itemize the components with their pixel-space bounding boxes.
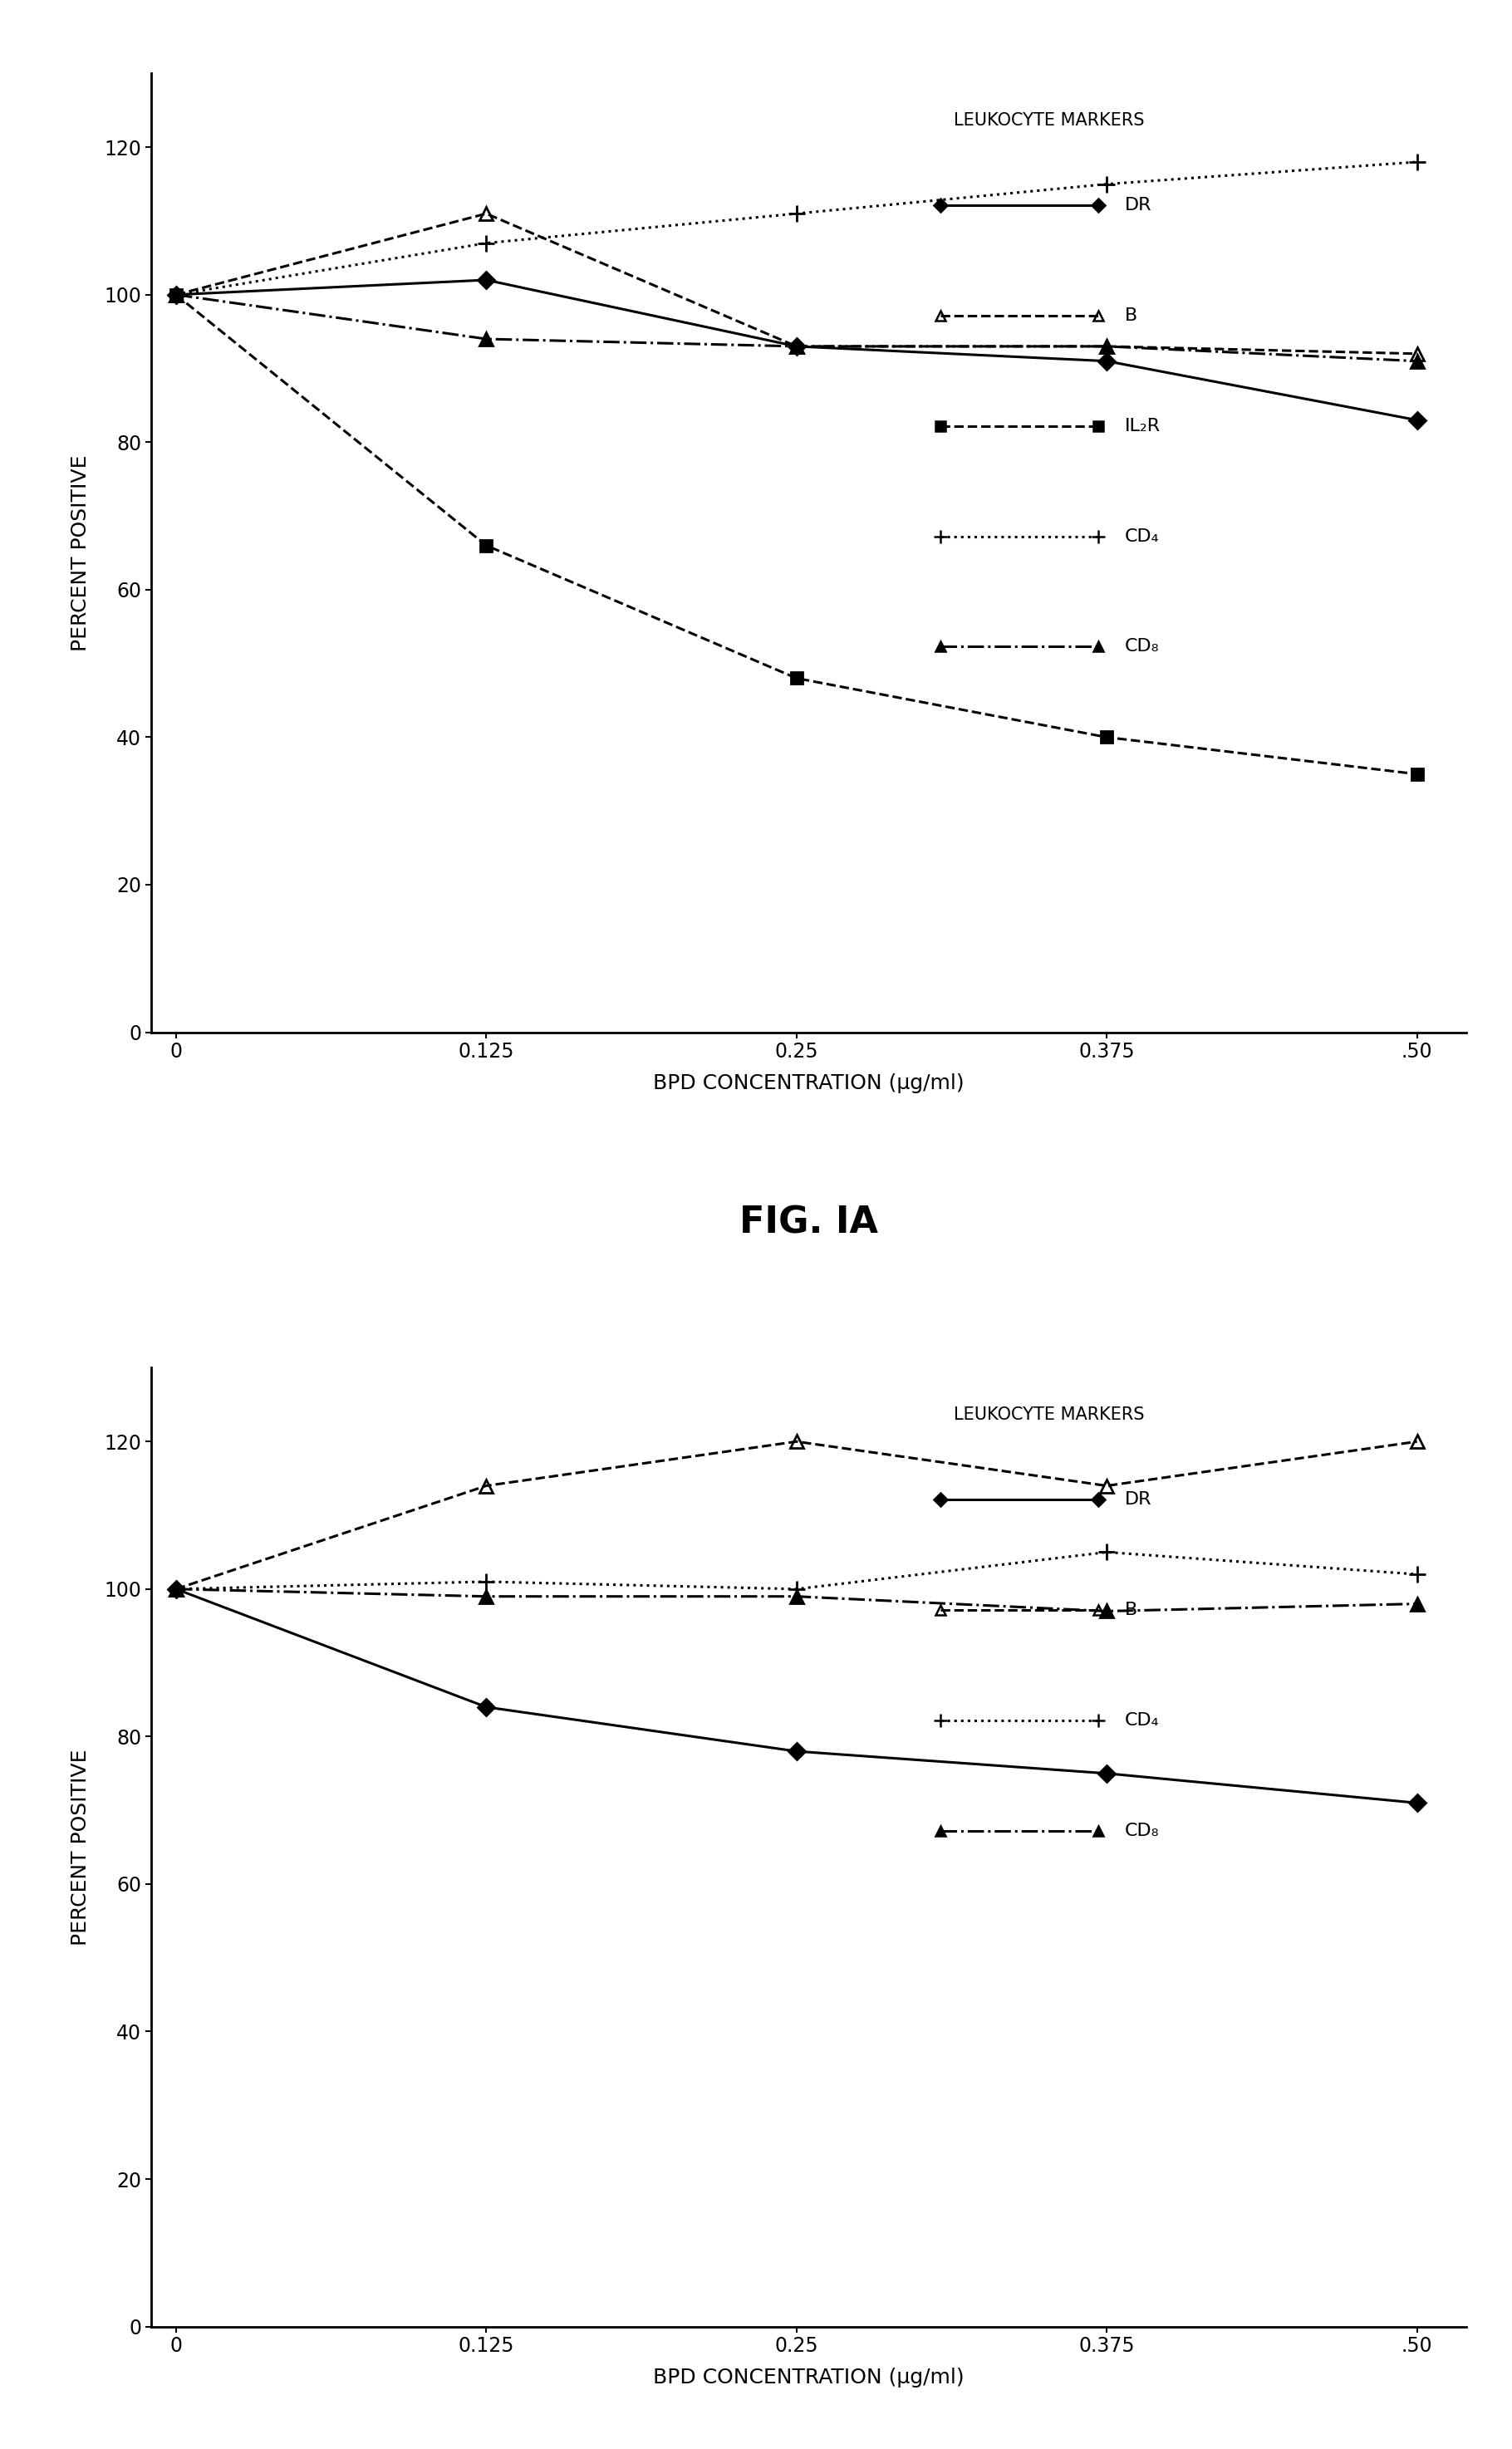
Y-axis label: PERCENT POSITIVE: PERCENT POSITIVE [71, 1749, 91, 1945]
Text: DR: DR [1125, 198, 1152, 213]
Text: IL₂R: IL₂R [1125, 419, 1160, 433]
Text: CD₈: CD₈ [1125, 639, 1160, 654]
Text: CD₄: CD₄ [1125, 1712, 1160, 1729]
Text: LEUKOCYTE MARKERS: LEUKOCYTE MARKERS [954, 1406, 1145, 1423]
X-axis label: BPD CONCENTRATION (μg/ml): BPD CONCENTRATION (μg/ml) [653, 1073, 965, 1092]
Text: B: B [1125, 1602, 1137, 1619]
Text: CD₄: CD₄ [1125, 529, 1160, 544]
Text: CD₈: CD₈ [1125, 1822, 1160, 1839]
Text: B: B [1125, 309, 1137, 323]
Text: DR: DR [1125, 1491, 1152, 1509]
X-axis label: BPD CONCENTRATION (μg/ml): BPD CONCENTRATION (μg/ml) [653, 2368, 965, 2388]
Text: FIG. IA: FIG. IA [739, 1205, 878, 1242]
Y-axis label: PERCENT POSITIVE: PERCENT POSITIVE [71, 456, 91, 651]
Text: LEUKOCYTE MARKERS: LEUKOCYTE MARKERS [954, 113, 1145, 127]
